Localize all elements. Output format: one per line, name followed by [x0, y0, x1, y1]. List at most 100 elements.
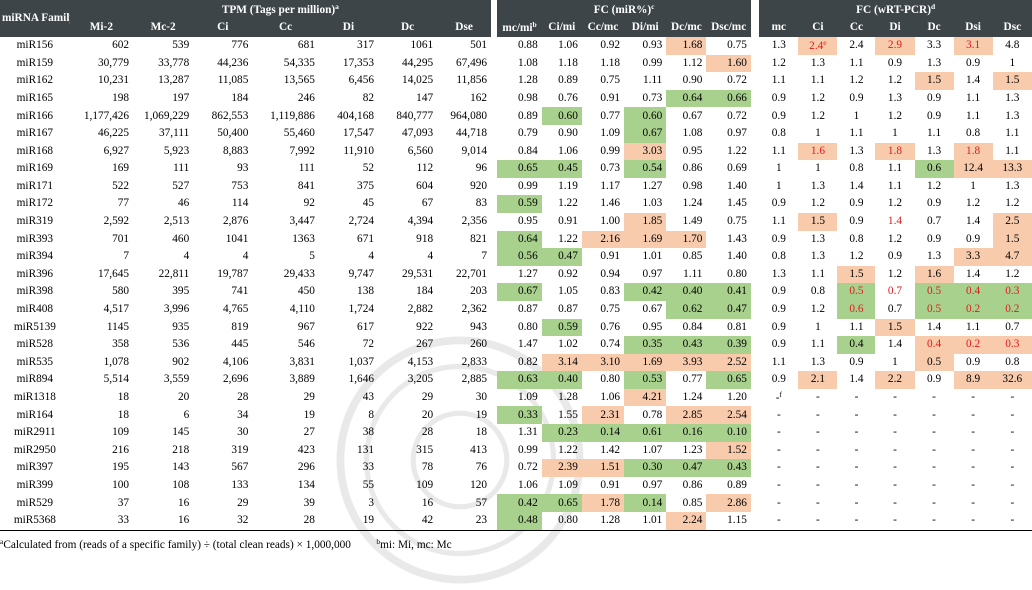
column-header-label: mc/mi [502, 22, 533, 35]
column-header-fc-mir: Dc/mc [666, 19, 707, 37]
tpm-value-cell: 3,996 [163, 303, 190, 316]
fc-pcr-value: 0.9 [771, 285, 786, 298]
tpm-value-cell: 1,646 [348, 373, 374, 386]
tpm-value-cell: 19,787 [217, 267, 249, 280]
fc-pcr-value-cell: - [875, 494, 914, 512]
tpm-value-cell: 16 [421, 496, 434, 509]
tpm-value-cell: 546 [297, 338, 315, 351]
gap-cell [751, 301, 759, 319]
fc-pcr-value: - [854, 514, 859, 527]
fc-pcr-value: 12.4 [963, 162, 983, 175]
tpm-value-cell: 4,153 [407, 355, 434, 368]
fc-pcr-value-cell: 0.9 [759, 301, 798, 319]
fc-pcr-value: 0.8 [849, 162, 864, 175]
fc-pcr-value: 1.6 [926, 267, 942, 280]
fc-mir-value-cell: 0.30 [624, 459, 667, 477]
fc-pcr-value: 1.2 [771, 56, 786, 69]
fc-pcr-value-cell: - [954, 477, 993, 495]
table-row: miR165 198 197 184 246 82 147 162 0.98 0.76 0.91 0.… [0, 89, 1032, 108]
fc-pcr-value: - [971, 461, 975, 474]
fc-mir-value-cell: 0.97 [727, 127, 747, 140]
fc-mir-value-cell: 0.43 [706, 459, 751, 477]
gap-cell [491, 512, 498, 531]
table-row: miR396 17,645 22,811 19,787 29,433 9,747 29,53… [0, 265, 1032, 284]
fc-pcr-value: - [816, 408, 820, 421]
tpm-value-cell: 4,765 [222, 303, 249, 316]
tpm-value-cell: 1363 [292, 232, 315, 245]
fc-pcr-value-cell: - [915, 389, 954, 407]
fc-pcr-value-cell: 2.4e [798, 37, 838, 55]
tpm-value-cell: 964,080 [450, 109, 488, 122]
fc-pcr-value: 3.3 [926, 39, 942, 52]
fc-mir-value-cell: 1.60 [706, 54, 751, 73]
fc-pcr-value: 0.5 [926, 285, 942, 298]
fc-mir-value-cell: 1.28 [517, 74, 538, 87]
fc-pcr-value: 1.4 [926, 320, 942, 333]
fc-pcr-value: 1.2 [887, 232, 903, 245]
tpm-value-cell: 19 [303, 408, 315, 421]
fc-mir-value-cell: 0.87 [517, 303, 538, 316]
mirna-family-cell: miR162 [16, 74, 54, 87]
fc-pcr-value: 1.1 [966, 109, 981, 122]
fc-mir-value-cell: 4.21 [624, 388, 667, 407]
gap-cell [491, 0, 498, 19]
fc-pcr-value: 1.2 [849, 74, 864, 87]
fc-pcr-value: 32.6 [1002, 373, 1023, 386]
fc-mir-value-cell: 0.98 [682, 179, 703, 192]
tpm-value-cell: 55,460 [283, 127, 315, 140]
fc-pcr-value: - [971, 496, 975, 509]
tpm-group-label: TPM (Tags per million) [221, 3, 336, 16]
fc-mir-value-cell: 0.33 [497, 406, 542, 425]
tpm-value-cell: 11,910 [343, 144, 374, 157]
fc-mir-value-cell: 0.72 [517, 461, 538, 474]
fc-pcr-value: 0.4 [926, 338, 942, 351]
fc-pcr-value: 1.2 [887, 267, 903, 280]
column-header-fc-mir: Di/mi [624, 19, 667, 37]
fc-pcr-value: 1.3 [810, 179, 825, 192]
fc-pcr-value: 1.3 [926, 250, 942, 263]
fc-pcr-value-cell: - [954, 406, 993, 424]
tpm-value-cell: 28 [252, 512, 319, 531]
column-header-tpm: Mc-2 [133, 19, 194, 37]
fc-mir-value-cell: 0.64 [666, 89, 707, 108]
tpm-value-cell: 920 [470, 179, 488, 192]
fc-mir-value-cell: 2.39 [541, 459, 582, 477]
fc-mir-value-cell: 1.68 [666, 37, 707, 55]
fc-mir-value-cell: 1.03 [642, 197, 663, 210]
fc-pcr-value: 1 [892, 355, 898, 368]
fc-pcr-value-cell: 1.2 [875, 266, 914, 284]
fc-pcr-group-label: FC (wRT-PCR) [856, 3, 931, 16]
tpm-value-cell: 23 [437, 512, 492, 531]
fc-pcr-value: 0.9 [887, 250, 903, 263]
fc-mir-value-cell: 1.40 [727, 179, 747, 192]
tpm-value-cell: 445 [231, 338, 249, 351]
tpm-value-cell: 776 [231, 39, 249, 52]
fc-pcr-value: - [932, 461, 936, 474]
fc-pcr-value-cell: - [875, 459, 914, 477]
fc-mir-value-cell: 0.47 [666, 459, 707, 477]
fc-pcr-value-cell: 1.2 [798, 301, 837, 319]
tpm-value-cell: 6,456 [348, 74, 374, 87]
tpm-value-cell: 3,447 [289, 215, 315, 228]
fc-pcr-value-cell: - [875, 406, 914, 424]
fc-mir-value-cell: 1.18 [600, 56, 621, 69]
tpm-value-cell: 72 [362, 338, 374, 351]
fc-mir-value-cell: 1.06 [600, 391, 621, 404]
tpm-value-cell: 617 [357, 320, 374, 333]
fc-pcr-value-cell: 1.1 [993, 143, 1032, 161]
tpm-value-cell: 375 [357, 179, 374, 192]
fc-mir-value-cell: 0.59 [541, 318, 582, 337]
tpm-value-cell: 358 [112, 338, 130, 351]
tpm-value-cell: 13,287 [158, 74, 190, 87]
table-row: miR399 100 108 133 134 55 109 120 1.06 1.09 0.91 0.… [0, 477, 1032, 495]
tpm-value-cell: 2,876 [222, 215, 249, 228]
table-row: miR393 701 460 1041 1363 671 918 821 0.64 1.22 2.1… [0, 230, 1032, 249]
mirna-family-cell: miR1318 [13, 391, 56, 404]
fc-pcr-value: - [971, 478, 975, 491]
fc-pcr-value-cell: - [798, 477, 837, 495]
column-header-fc-pcr: Di [875, 19, 915, 37]
tpm-value-cell: 111 [173, 162, 190, 175]
fc-pcr-value: - [932, 408, 936, 421]
fc-pcr-value-cell: 1.3 [915, 248, 954, 266]
fc-pcr-value: 1.2 [810, 197, 825, 210]
